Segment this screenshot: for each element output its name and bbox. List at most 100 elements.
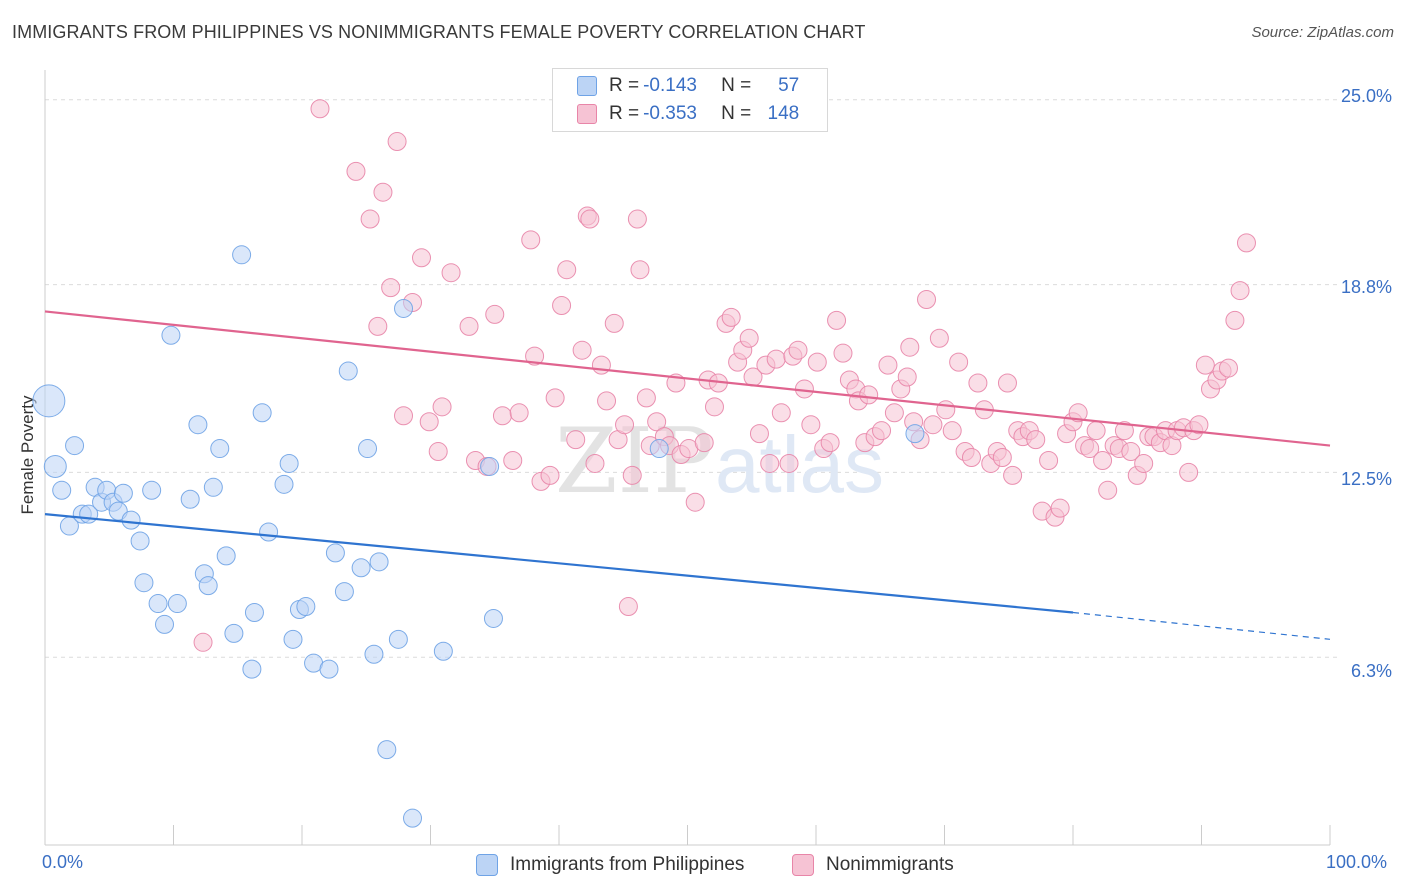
data-point xyxy=(704,397,724,417)
data-point xyxy=(364,644,384,664)
data-point xyxy=(630,260,650,280)
legend-swatch-pink xyxy=(792,854,814,876)
correlation-legend: R = -0.143 N = 57 R = -0.353 N = 148 xyxy=(552,68,828,132)
data-point xyxy=(1236,233,1256,253)
data-point xyxy=(540,465,560,485)
philippines-trend-extension xyxy=(1072,611,1331,640)
data-point xyxy=(388,629,408,649)
data-point xyxy=(134,573,154,593)
legend-n-value: 57 xyxy=(778,75,800,96)
data-point xyxy=(917,290,937,310)
philippines-points xyxy=(32,245,925,828)
data-point xyxy=(1218,358,1238,378)
legend-n-value: 148 xyxy=(767,103,800,124)
data-point xyxy=(766,349,786,369)
source-label: Source: ZipAtlas.com xyxy=(1251,24,1394,41)
data-point xyxy=(1114,421,1134,441)
data-point xyxy=(820,433,840,453)
data-point xyxy=(203,477,223,497)
data-point xyxy=(739,328,759,348)
legend-r-value: -0.143 xyxy=(643,75,697,96)
y-tick-label: 12.5% xyxy=(1340,469,1392,489)
data-point xyxy=(351,558,371,578)
watermark-atlas: atlas xyxy=(715,420,884,509)
chart-title: IMMIGRANTS FROM PHILIPPINES VS NONIMMIGR… xyxy=(12,22,866,42)
data-point xyxy=(368,316,388,336)
philippines-trend-line xyxy=(44,513,1074,614)
series-name: Immigrants from Philippines xyxy=(510,854,745,875)
data-point xyxy=(155,614,175,634)
x-tick-label: 100.0% xyxy=(1326,852,1388,872)
data-point xyxy=(274,474,294,494)
data-point xyxy=(897,367,917,387)
data-point xyxy=(483,608,503,628)
data-point xyxy=(394,298,414,318)
data-point xyxy=(130,531,150,551)
data-point xyxy=(992,448,1012,467)
data-point xyxy=(259,522,279,542)
data-point xyxy=(381,278,401,298)
data-point xyxy=(801,415,821,435)
data-point xyxy=(622,465,642,485)
data-point xyxy=(942,421,962,441)
data-point xyxy=(296,597,316,617)
data-point xyxy=(346,161,366,181)
data-point xyxy=(771,403,791,423)
legend-n-label: N = xyxy=(721,103,752,124)
data-point xyxy=(961,448,981,467)
data-point xyxy=(525,346,545,366)
data-point xyxy=(180,489,200,509)
data-point xyxy=(244,603,264,622)
data-point xyxy=(807,352,827,372)
data-point xyxy=(459,316,479,336)
watermark: ZIP atlas xyxy=(555,409,884,514)
data-point xyxy=(749,424,769,444)
data-point xyxy=(557,260,577,280)
data-point xyxy=(1195,355,1215,375)
data-point xyxy=(65,436,85,456)
data-point xyxy=(694,433,714,453)
y-tick-label: 25.0% xyxy=(1340,86,1392,106)
data-point xyxy=(618,597,638,617)
legend-row-philippines: R = -0.143 N = 57 xyxy=(577,73,799,99)
data-point xyxy=(615,415,635,435)
legend-n-label: N = xyxy=(721,75,752,96)
data-point xyxy=(32,384,66,418)
data-point xyxy=(142,480,162,500)
legend-r-label: R = xyxy=(609,103,640,124)
data-point xyxy=(566,430,586,450)
data-point xyxy=(403,808,423,828)
data-point xyxy=(923,415,943,435)
data-point xyxy=(369,552,389,572)
data-point xyxy=(167,594,187,614)
data-point xyxy=(833,343,853,363)
data-point xyxy=(1225,310,1245,330)
data-point xyxy=(649,439,669,459)
data-point xyxy=(252,403,272,423)
data-point xyxy=(545,388,565,408)
nonimmigrants-points xyxy=(193,99,1256,652)
data-point xyxy=(1189,415,1209,435)
data-point xyxy=(43,454,67,478)
data-point xyxy=(193,632,213,652)
data-point xyxy=(949,352,969,372)
series-name: Nonimmigrants xyxy=(826,854,954,875)
data-point xyxy=(224,623,244,643)
data-point xyxy=(872,421,892,441)
data-point xyxy=(1026,430,1046,450)
data-point xyxy=(859,385,879,405)
data-point xyxy=(432,397,452,417)
data-point xyxy=(216,546,236,566)
legend-swatch-pink xyxy=(577,104,597,124)
data-point xyxy=(319,659,339,679)
legend-r-value: -0.353 xyxy=(643,103,697,124)
nonimmigrants-trend-line xyxy=(44,310,1331,447)
legend-swatch-blue xyxy=(476,854,498,876)
data-point xyxy=(210,439,230,459)
data-point xyxy=(358,439,378,459)
data-point xyxy=(325,543,345,563)
data-point xyxy=(412,248,432,268)
trend-lines xyxy=(44,310,1331,640)
data-point xyxy=(1050,498,1070,518)
